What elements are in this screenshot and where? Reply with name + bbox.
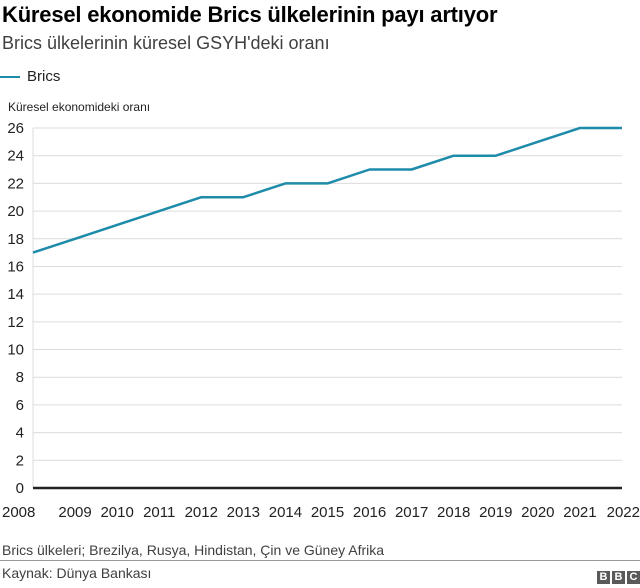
- x-tick-label: 2014: [269, 504, 302, 521]
- x-axis-ticks: 2008 2009 2010 2011 2012 2013 2014 2015 2016 2017…: [2, 504, 640, 521]
- x-tick-label: 2020: [521, 504, 554, 521]
- source-credit: Kaynak: Dünya Bankası: [2, 565, 152, 581]
- y-axis-label: Küresel ekonomideki oranı: [8, 100, 151, 114]
- x-tick-label: 2022: [607, 504, 640, 521]
- brics-series-line: [32, 126, 622, 254]
- y-tick-label: 10: [7, 342, 24, 359]
- chart-title: Küresel ekonomide Brics ülkelerinin payı…: [2, 2, 498, 27]
- y-tick-label: 24: [7, 148, 24, 165]
- legend: Brics: [0, 68, 60, 85]
- bbc-logo: B B C: [597, 571, 640, 584]
- y-tick-label: 12: [7, 314, 24, 331]
- y-tick-label: 4: [16, 425, 24, 442]
- x-tick-label: 2009: [58, 504, 91, 521]
- x-tick-label: 2011: [143, 504, 175, 521]
- footer-divider: [0, 560, 640, 561]
- chart-subtitle: Brics ülkelerinin küresel GSYH'deki oran…: [2, 33, 330, 53]
- x-tick-label: 2018: [437, 504, 470, 521]
- y-tick-label: 8: [16, 369, 24, 386]
- bbc-logo-letter: C: [627, 571, 640, 584]
- y-tick-label: 0: [16, 480, 24, 497]
- y-tick-label: 18: [7, 231, 24, 248]
- y-tick-label: 16: [7, 258, 24, 275]
- x-tick-label: 2019: [479, 504, 512, 521]
- x-tick-label: 2021: [563, 504, 596, 521]
- bbc-logo-letter: B: [612, 571, 625, 584]
- footnote: Brics ülkeleri; Brezilya, Rusya, Hindist…: [2, 542, 385, 558]
- y-tick-label: 26: [7, 120, 24, 137]
- legend-swatch-brics: [0, 75, 20, 78]
- x-tick-label: 2012: [185, 504, 218, 521]
- x-tick-label: 2017: [395, 504, 428, 521]
- y-tick-label: 14: [7, 286, 24, 303]
- x-tick-label: 2015: [311, 504, 344, 521]
- x-tick-label: 2008: [2, 504, 35, 521]
- x-tick-label: 2016: [353, 504, 386, 521]
- legend-label-brics: Brics: [27, 68, 61, 85]
- bbc-logo-letter: B: [597, 571, 610, 584]
- gridlines: [32, 127, 622, 488]
- x-tick-label: 2010: [100, 504, 133, 521]
- x-tick-label: 2013: [227, 504, 260, 521]
- y-tick-label: 22: [7, 175, 24, 192]
- y-tick-label: 2: [16, 452, 24, 469]
- y-tick-label: 6: [16, 397, 24, 414]
- y-tick-label: 20: [7, 203, 24, 220]
